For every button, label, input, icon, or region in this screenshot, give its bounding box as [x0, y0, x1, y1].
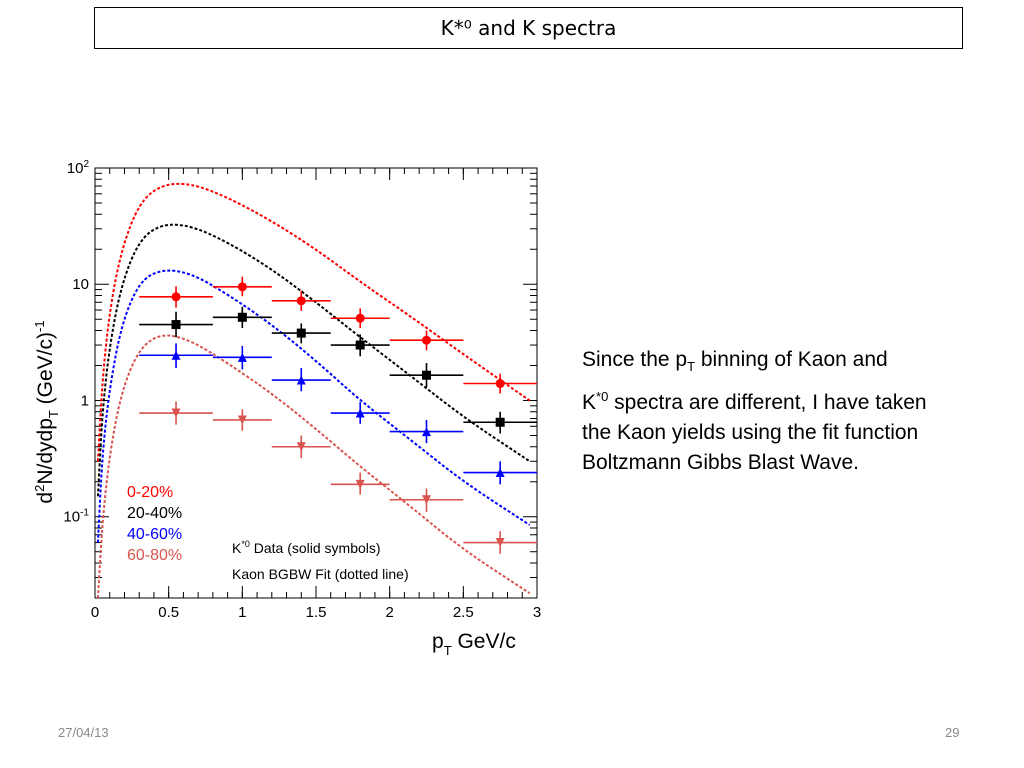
data-point: [296, 328, 306, 338]
x-axis-label: pT GeV/c: [432, 630, 516, 658]
y-label-part-c: N/dydp: [34, 418, 57, 485]
fit-curve-4: [96, 334, 531, 599]
note-line-2-sup: *0: [596, 389, 609, 405]
note-line-1-pre: Since the p: [582, 348, 688, 371]
y-tick-label: 1: [81, 392, 89, 409]
data-point: [171, 292, 181, 302]
data-point: [237, 312, 247, 322]
legend-entry-3: 40-60%: [127, 526, 182, 543]
data-point: [495, 468, 505, 478]
fit-curve-2: [96, 223, 531, 497]
footer-date: 27/04/13: [58, 725, 109, 740]
legend: 0-20% 20-40% 40-60% 60-80%: [127, 484, 182, 564]
slide-title: K*⁰ and K spectra: [94, 7, 963, 49]
y-label-part-f: -1: [32, 320, 47, 332]
data-point: [296, 375, 306, 385]
note-line-1: Since the pT binning of Kaon and: [582, 345, 1002, 382]
spectra-chart: 0 0.5 1 1.5 2 2.5 3 10-1 1 10 102 d2N/dydpT (GeV/c…: [0, 150, 560, 680]
data-point: [422, 427, 431, 437]
annotation-part-c: Data (solid symbols): [250, 540, 381, 556]
note-line-2-post: spectra are different, I have taken: [608, 391, 927, 415]
data-point: [171, 350, 181, 360]
note-line-1-sub: T: [687, 359, 696, 375]
y-tick-label: 10: [72, 276, 89, 293]
data-point: [296, 442, 306, 452]
annotation-part-a: K: [232, 540, 242, 556]
data-point: [495, 417, 505, 427]
data-point: [355, 313, 365, 323]
fit-curve-3: [96, 269, 531, 543]
legend-entry-4: 60-80%: [127, 547, 182, 564]
data-markers: [171, 282, 505, 548]
data-point: [422, 370, 431, 380]
data-point: [422, 335, 431, 345]
legend-entry-2: 20-40%: [127, 505, 182, 522]
data-point: [422, 495, 431, 505]
annotation-part-b: *0: [241, 539, 250, 549]
error-bars: [139, 276, 537, 554]
fit-curves: [96, 182, 531, 599]
annotation-data: K*0 Data (solid symbols): [232, 539, 381, 556]
y-label-part-d: T: [46, 410, 61, 418]
y-label-part-e: (GeV/c): [34, 332, 57, 410]
data-point: [355, 340, 365, 350]
legend-entry-1: 0-20%: [127, 484, 173, 501]
x-tick-label: 1: [238, 604, 246, 621]
y-axis-label: d2N/dydpT (GeV/c)-1: [32, 320, 61, 503]
data-point: [237, 352, 247, 362]
x-label-part-c: GeV/c: [452, 630, 516, 653]
data-point: [296, 296, 306, 306]
axis-labels: d2N/dydpT (GeV/c)-1 pT GeV/c K*0 Data (s…: [32, 320, 516, 658]
y-tick-label: 102: [67, 159, 90, 177]
fit-curve-1: [96, 182, 531, 462]
x-tick-label: 2.5: [453, 604, 474, 621]
data-point: [171, 320, 181, 330]
footer-page-number: 29: [945, 725, 960, 740]
x-tick-label: 2: [385, 604, 393, 621]
axis-ticks: 0 0.5 1 1.5 2 2.5 3 10-1 1 10 102: [63, 159, 541, 621]
data-point: [171, 408, 181, 418]
x-label-part-a: p: [432, 630, 444, 653]
side-note: Since the pT binning of Kaon and K*0 spe…: [582, 345, 1002, 478]
note-line-1-post: binning of Kaon and: [695, 348, 888, 371]
x-tick-label: 3: [533, 604, 541, 621]
x-tick-label: 0: [91, 604, 99, 621]
data-point: [355, 408, 365, 418]
note-line-4: Boltzmann Gibbs Blast Wave.: [582, 451, 859, 475]
note-line-3: the Kaon yields using the fit function: [582, 421, 919, 445]
note-line-2: K*0 spectra are different, I have taken: [582, 382, 1002, 418]
y-label-part-a: d: [34, 492, 57, 504]
y-tick-label: 10-1: [63, 508, 89, 526]
data-point: [237, 282, 247, 292]
x-tick-label: 1.5: [306, 604, 327, 621]
data-point: [237, 415, 247, 425]
data-point: [355, 479, 365, 489]
data-point: [495, 379, 505, 389]
data-point: [495, 538, 505, 548]
x-label-part-b: T: [444, 643, 452, 658]
note-line-2-pre: K: [582, 391, 597, 415]
annotation-fit: Kaon BGBW Fit (dotted line): [232, 566, 409, 582]
y-label-part-b: 2: [32, 485, 47, 492]
slide-title-text: K*⁰ and K spectra: [440, 16, 617, 40]
x-tick-label: 0.5: [158, 604, 179, 621]
